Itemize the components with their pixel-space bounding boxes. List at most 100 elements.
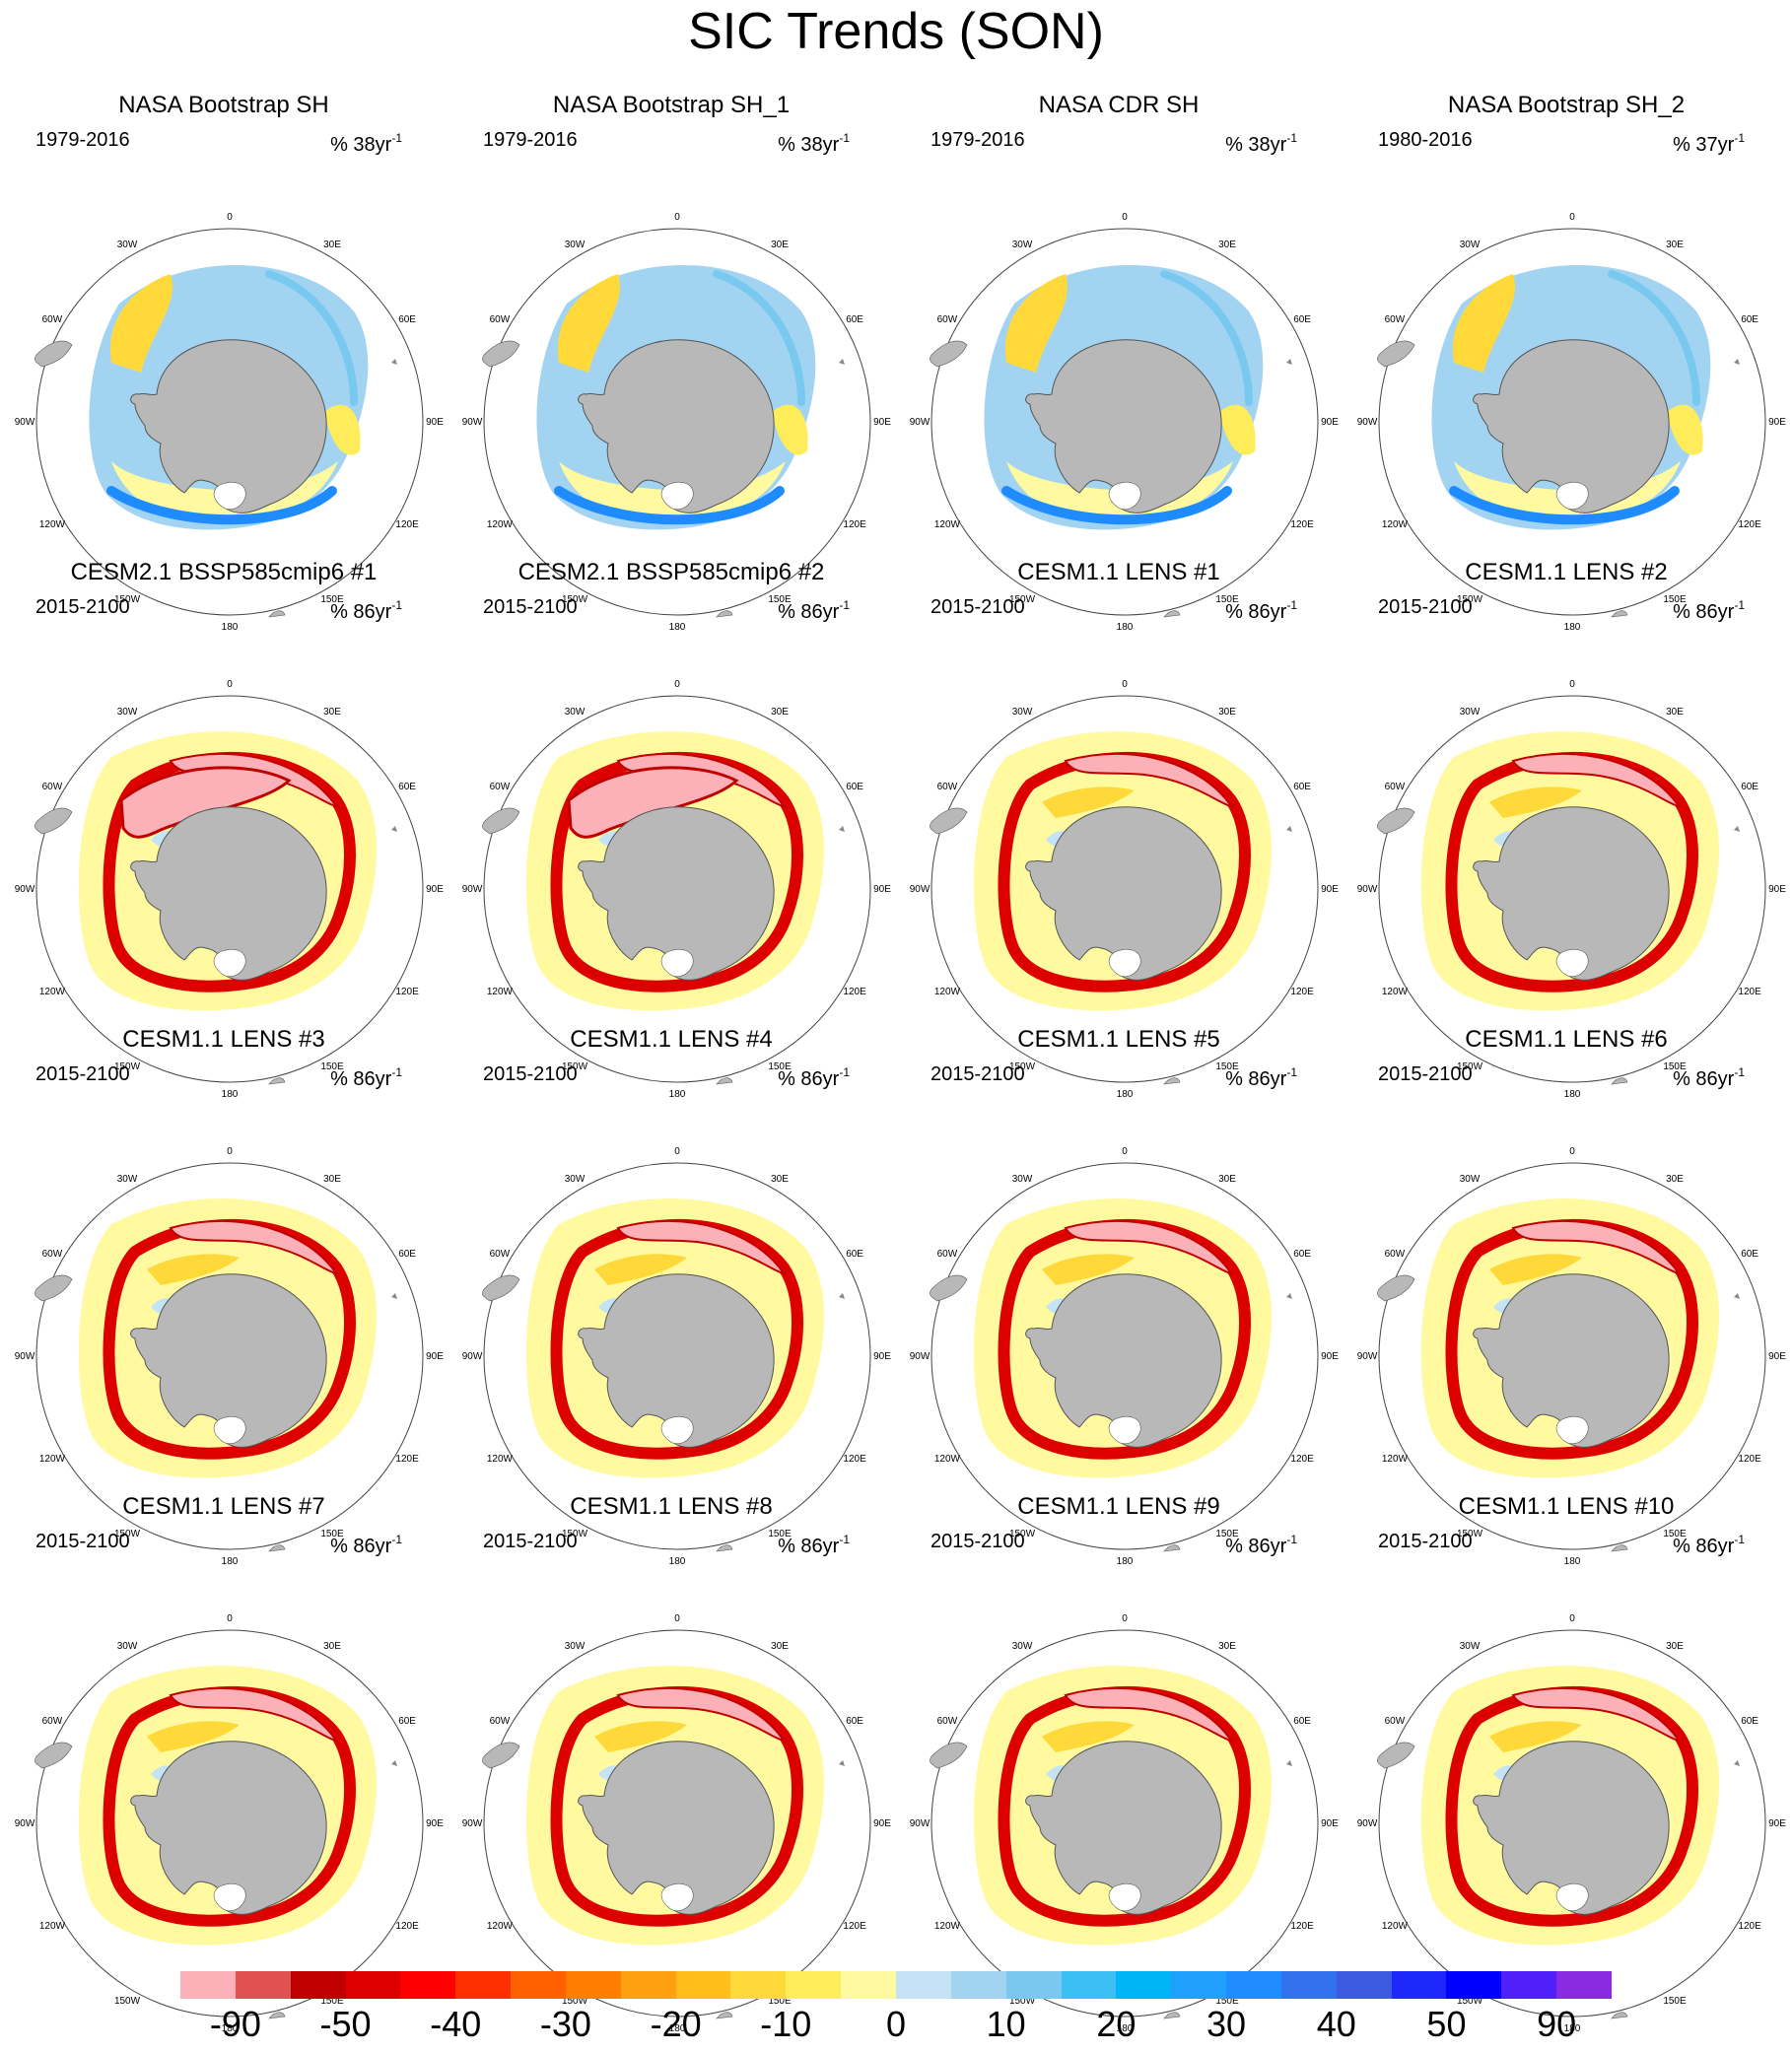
- longitude-label: 180: [669, 622, 686, 633]
- antarctica-landmass: [578, 339, 775, 513]
- longitude-label: 120W: [39, 1454, 66, 1465]
- panel-period: 1979-2016: [35, 129, 130, 151]
- figure-title: SIC Trends (SON): [688, 3, 1104, 60]
- longitude-label: 90E: [1768, 884, 1786, 895]
- longitude-label: 180: [1564, 1089, 1581, 1100]
- panel-units: % 37yr-1: [1673, 131, 1745, 156]
- panel-title: NASA Bootstrap SH: [118, 92, 329, 118]
- longitude-label: 150E: [768, 1061, 792, 1072]
- strong-decline-region: [616, 1686, 787, 1743]
- longitude-label: 120W: [934, 987, 961, 997]
- panel-units: % 86yr-1: [1225, 1065, 1297, 1090]
- longitude-label: 150E: [1215, 594, 1239, 605]
- longitude-label: 150E: [1663, 1061, 1687, 1072]
- longitude-label: 60W: [1385, 1249, 1406, 1260]
- kerguelen-island: [391, 826, 397, 832]
- kerguelen-island: [1734, 359, 1740, 365]
- negative-trend-band: [265, 270, 358, 406]
- antarctica-landmass: [578, 1273, 775, 1448]
- panel-period: 2015-2100: [1378, 1531, 1473, 1552]
- longitude-label: 30W: [117, 239, 138, 250]
- south-america-tip: [482, 1274, 520, 1302]
- longitude-label: 120E: [1738, 1454, 1761, 1465]
- moderate-decline-region: [1042, 1721, 1135, 1752]
- strong-decline-region: [169, 1686, 339, 1743]
- longitude-label: 120E: [395, 1921, 419, 1932]
- longitude-label: 120W: [487, 519, 514, 530]
- longitude-label: 150W: [114, 1529, 141, 1539]
- positive-trend-region: [557, 274, 621, 373]
- colorbar-tick-label: -20: [650, 2004, 702, 2044]
- map-panel: CESM1.1 LENS #7 2015-2100 % 86yr-1 0 30E 60E 9…: [0, 1492, 448, 2034]
- panel-title: CESM2.1 BSSP585cmip6 #2: [517, 559, 825, 585]
- panel-title: NASA Bootstrap SH_1: [552, 92, 791, 118]
- positive-trend-region: [324, 404, 361, 455]
- panel-title: CESM1.1 LENS #8: [570, 1493, 773, 1520]
- longitude-label: 180: [222, 622, 239, 633]
- longitude-label: 90W: [15, 884, 35, 895]
- strong-decline-region: [119, 766, 292, 839]
- ross-ice-shelf: [1555, 1883, 1589, 1911]
- ross-ice-shelf: [660, 1416, 694, 1444]
- longitude-label: 150W: [562, 1061, 588, 1072]
- longitude-label: 150E: [320, 1996, 344, 2007]
- colorbar-box: [345, 1971, 401, 1999]
- longitude-label: 90W: [910, 1818, 930, 1829]
- map-panel: CESM1.1 LENS #3 2015-2100 % 86yr-1 0 30E 60E 9…: [0, 1025, 448, 1567]
- longitude-label: 30E: [771, 1174, 789, 1185]
- negative-trend-band: [106, 486, 337, 525]
- south-america-tip: [34, 807, 73, 835]
- panel-period: 2015-2100: [483, 1063, 578, 1085]
- moderate-decline-region: [1489, 1721, 1582, 1752]
- moderate-decline-region: [147, 1254, 240, 1285]
- longitude-label: 150W: [1457, 1529, 1483, 1539]
- south-america-tip: [34, 1274, 73, 1302]
- longitude-label: 60E: [398, 1249, 416, 1260]
- panel-units: % 86yr-1: [1673, 1065, 1745, 1090]
- longitude-label: 60W: [490, 314, 511, 325]
- longitude-label: 60E: [398, 314, 416, 325]
- strong-decline-region: [1511, 1686, 1682, 1743]
- colorbar-box: [675, 1971, 731, 1999]
- longitude-label: 60E: [398, 1716, 416, 1727]
- antarctica-landmass: [130, 1741, 327, 1915]
- longitude-label: 30E: [1666, 707, 1684, 718]
- new-zealand-tip: [716, 1544, 733, 1552]
- panel-title: CESM1.1 LENS #6: [1465, 1026, 1668, 1053]
- colorbar-tick-label: -50: [319, 2004, 372, 2044]
- panel-title: CESM1.1 LENS #7: [122, 1493, 325, 1520]
- longitude-label: 0: [1569, 1613, 1575, 1624]
- new-zealand-tip: [716, 2012, 733, 2019]
- longitude-label: 150W: [114, 1996, 141, 2007]
- kerguelen-island: [1734, 826, 1740, 832]
- colorbar-box: [950, 1971, 1006, 1999]
- panel-title: CESM1.1 LENS #4: [570, 1026, 773, 1053]
- strong-decline-region: [567, 766, 739, 839]
- colorbar-tick-label: 50: [1426, 2004, 1467, 2044]
- ross-ice-shelf: [213, 482, 246, 510]
- longitude-label: 150W: [1457, 1061, 1483, 1072]
- longitude-label: 120W: [934, 1454, 961, 1465]
- longitude-label: 90W: [1357, 884, 1378, 895]
- longitude-label: 0: [1122, 1146, 1128, 1157]
- polar-map: 0 30E 60E 90E 120E 150E 180 150W 120W 90W 60W 30W: [1357, 1613, 1787, 2034]
- negative-trend-band: [1608, 270, 1700, 406]
- strong-decline-region: [1511, 752, 1682, 808]
- longitude-label: 60E: [1741, 1716, 1758, 1727]
- colorbar-tick-label: 0: [885, 2004, 907, 2044]
- colorbar-tick-label: -30: [539, 2004, 591, 2044]
- negative-trend-band: [713, 270, 805, 406]
- polar-map: 0 30E 60E 90E 120E 150E 180 150W 120W 90W 60W 30W: [1357, 1146, 1787, 1567]
- longitude-label: 120E: [843, 1921, 866, 1932]
- longitude-label: 120W: [934, 519, 961, 530]
- longitude-label: 90E: [426, 1818, 444, 1829]
- longitude-label: 150E: [768, 594, 792, 605]
- positive-trend-region: [772, 404, 808, 455]
- panel-period: 2015-2100: [483, 1531, 578, 1552]
- longitude-label: 60E: [1293, 1716, 1311, 1727]
- antarctica-landmass: [1473, 1741, 1670, 1915]
- south-america-tip: [482, 807, 520, 835]
- longitude-label: 60W: [937, 782, 958, 792]
- decline-ring: [103, 1685, 356, 1927]
- panel-title: CESM2.1 BSSP585cmip6 #1: [70, 559, 378, 585]
